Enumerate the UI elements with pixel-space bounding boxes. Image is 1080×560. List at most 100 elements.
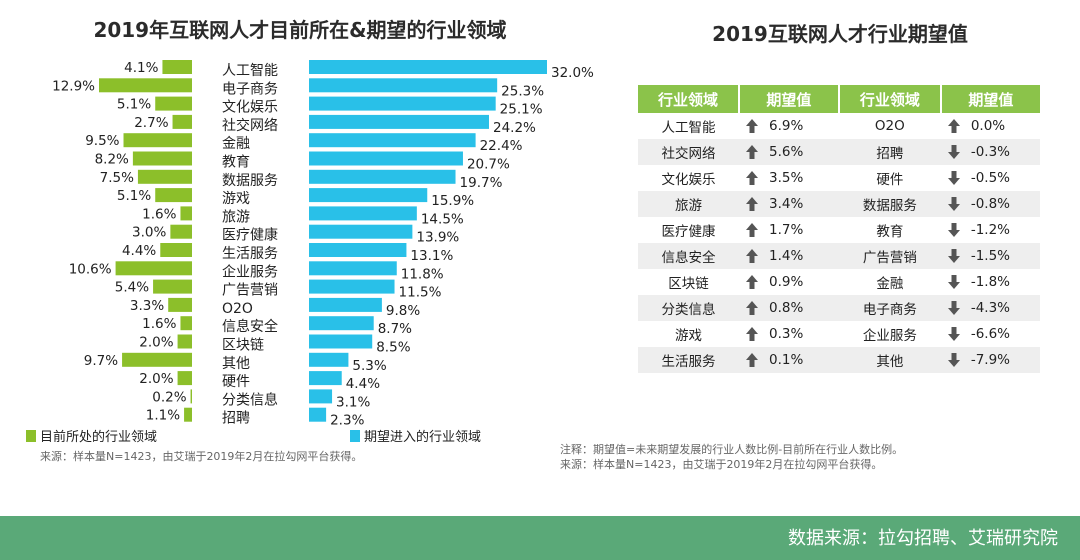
category-label: 人工智能 [222, 63, 278, 79]
arrow-up-icon [739, 347, 765, 373]
bar-current [170, 225, 192, 239]
data-label-current: 9.5% [85, 133, 119, 149]
legend-current: 目前所处的行业领域 [26, 426, 157, 445]
arrow-down-icon [941, 295, 967, 321]
category-label: 电子商务 [222, 81, 278, 97]
data-label-current: 10.6% [69, 261, 112, 277]
industry-cell: 企业服务 [839, 321, 941, 347]
data-label-current: 3.0% [132, 225, 166, 241]
bar-expected [309, 298, 382, 312]
bar-current [168, 298, 192, 312]
data-label-current: 5.4% [115, 280, 149, 296]
arrow-down-icon [941, 347, 967, 373]
bar-expected [309, 389, 332, 403]
table-row: 人工智能 6.9% O2O 0.0% [638, 113, 1040, 139]
expectation-value-cell: 3.4% [765, 191, 839, 217]
data-label-expected: 25.3% [501, 83, 544, 99]
table-row: 分类信息 0.8% 电子商务 -4.3% [638, 295, 1040, 321]
bar-current [160, 243, 192, 257]
table-row: 生活服务 0.1% 其他 -7.9% [638, 347, 1040, 373]
arrow-down-icon [941, 269, 967, 295]
table-row: 医疗健康 1.7% 教育 -1.2% [638, 217, 1040, 243]
data-label-current: 2.7% [134, 115, 168, 131]
table-row: 文化娱乐 3.5% 硬件 -0.5% [638, 165, 1040, 191]
butterfly-bar-chart: 4.1% 32.0% 人工智能 12.9% 25.3% 电子商务 5.1% 25.1% 文化娱乐… [0, 0, 640, 430]
data-label-current: 2.0% [139, 335, 173, 351]
category-label: O2O [222, 301, 253, 317]
bar-expected [309, 78, 497, 92]
bar-expected [309, 316, 374, 330]
bar-expected [309, 371, 342, 385]
data-label-current: 3.3% [130, 298, 164, 314]
industry-cell: 信息安全 [638, 243, 739, 269]
arrow-down-icon [941, 217, 967, 243]
expectation-value-cell: -1.2% [967, 217, 1040, 243]
expectation-value-cell: -4.3% [967, 295, 1040, 321]
bar-current [184, 408, 192, 422]
expectation-value-cell: 0.3% [765, 321, 839, 347]
arrow-down-icon [941, 165, 967, 191]
data-label-expected: 19.7% [460, 175, 503, 191]
legend-swatch-blue [350, 430, 360, 442]
data-label-current: 4.1% [124, 60, 158, 76]
bar-expected [309, 188, 427, 202]
bar-current [180, 206, 192, 220]
data-label-expected: 25.1% [500, 102, 543, 118]
bar-expected [309, 97, 496, 111]
expectation-value-cell: -6.6% [967, 321, 1040, 347]
data-label-expected: 4.4% [346, 376, 380, 392]
bar-current [124, 133, 192, 147]
legend-label-current: 目前所处的行业领域 [40, 426, 157, 445]
table-row: 信息安全 1.4% 广告营销 -1.5% [638, 243, 1040, 269]
bar-current [191, 389, 192, 403]
data-label-current: 1.6% [142, 316, 176, 332]
bar-expected [309, 60, 547, 74]
arrow-up-icon [739, 191, 765, 217]
bar-current [162, 60, 192, 74]
legend-swatch-green [26, 430, 36, 442]
arrow-down-icon [941, 321, 967, 347]
bar-current [178, 335, 192, 349]
category-label: 企业服务 [222, 263, 278, 280]
data-label-expected: 8.5% [376, 340, 410, 356]
footer-source-text: 数据来源：拉勾招聘、艾瑞研究院 [788, 524, 1058, 550]
expectation-value-cell: -7.9% [967, 347, 1040, 373]
table-row: 旅游 3.4% 数据服务 -0.8% [638, 191, 1040, 217]
expectation-value-cell: -1.5% [967, 243, 1040, 269]
expectation-value-cell: -0.3% [967, 139, 1040, 165]
data-label-current: 8.2% [95, 152, 129, 168]
category-label: 社交网络 [222, 117, 278, 134]
industry-cell: 区块链 [638, 269, 739, 295]
industry-cell: 社交网络 [638, 139, 739, 165]
arrow-up-icon [739, 113, 765, 139]
data-label-expected: 20.7% [467, 157, 510, 173]
expectation-value-cell: 0.1% [765, 347, 839, 373]
arrow-up-icon [739, 321, 765, 347]
industry-cell: 数据服务 [839, 191, 941, 217]
category-label: 硬件 [222, 374, 250, 390]
industry-cell: 医疗健康 [638, 217, 739, 243]
data-label-current: 5.1% [117, 188, 151, 204]
category-label: 金融 [222, 136, 250, 152]
data-label-current: 0.2% [152, 389, 186, 405]
expectation-value-cell: 5.6% [765, 139, 839, 165]
chart-source-note: 来源：样本量N=1423，由艾瑞于2019年2月在拉勾网平台获得。 [40, 448, 362, 464]
data-label-current: 5.1% [117, 97, 151, 113]
data-label-current: 2.0% [139, 371, 173, 387]
footer-bar: 数据来源：拉勾招聘、艾瑞研究院 [0, 516, 1080, 560]
expectation-value-cell: -1.8% [967, 269, 1040, 295]
bar-expected [309, 261, 397, 275]
expectation-table: 行业领域 期望值 行业领域 期望值 人工智能 6.9% O2O 0.0% 社交网络 5.6… [638, 85, 1040, 373]
data-label-expected: 8.7% [378, 321, 412, 337]
header-value-2: 期望值 [941, 85, 1040, 113]
category-label: 旅游 [222, 209, 250, 225]
arrow-down-icon [941, 243, 967, 269]
category-label: 生活服务 [222, 246, 278, 262]
table-row: 游戏 0.3% 企业服务 -6.6% [638, 321, 1040, 347]
category-label: 信息安全 [222, 318, 278, 335]
table-source-note: 来源：样本量N=1423，由艾瑞于2019年2月在拉勾网平台获得。 [560, 456, 882, 472]
category-label: 医疗健康 [222, 227, 278, 244]
table-header-row: 行业领域 期望值 行业领域 期望值 [638, 85, 1040, 113]
table-formula-note: 注释：期望值=未来期望发展的行业人数比例-目前所在行业人数比例。 [560, 441, 903, 457]
category-label: 分类信息 [222, 391, 278, 408]
